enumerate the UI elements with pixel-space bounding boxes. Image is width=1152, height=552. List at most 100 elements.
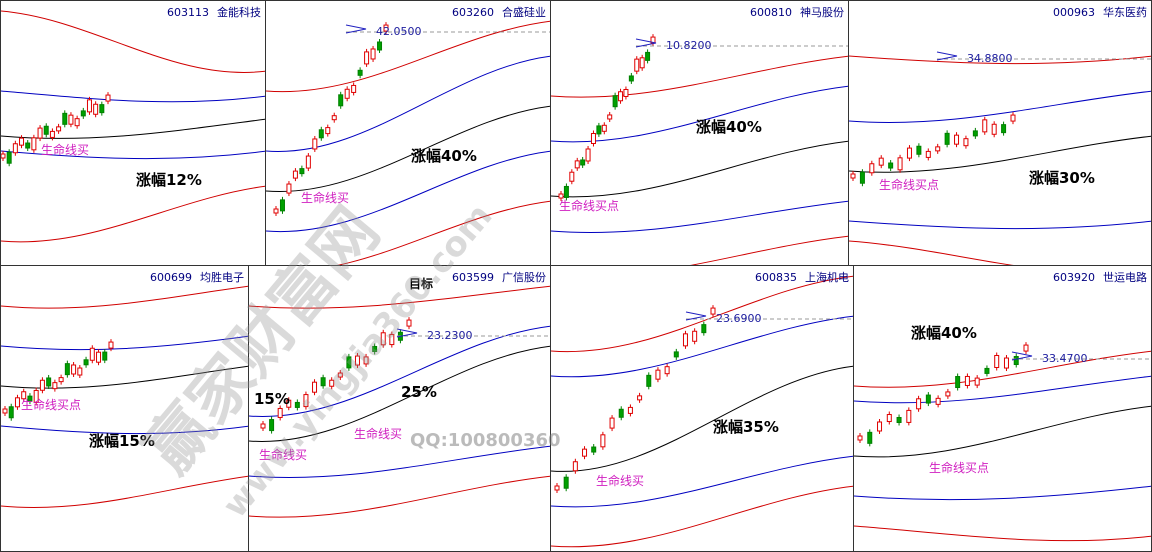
candle	[43, 125, 49, 135]
panel-header: 603113 金能科技	[159, 4, 261, 20]
candle	[645, 51, 651, 61]
candle	[867, 431, 873, 444]
panel-header: 600699 均胜电子	[142, 269, 244, 285]
panel-header: 603599 广信股份	[444, 269, 546, 285]
candle	[292, 170, 298, 179]
candle	[320, 377, 326, 387]
stock-code: 600810	[750, 6, 792, 19]
candle	[964, 375, 970, 386]
band-line	[854, 525, 1151, 542]
candle	[377, 41, 383, 51]
panel-header: 603260 合盛硅业	[444, 4, 546, 20]
band-line	[849, 90, 1151, 123]
band-line	[849, 55, 1151, 65]
band-line	[849, 220, 1151, 230]
band-line	[1, 285, 248, 309]
gain-note: 涨幅15%	[89, 432, 155, 450]
candle	[984, 367, 990, 374]
candle	[888, 162, 894, 169]
candle	[897, 157, 903, 171]
candle	[305, 155, 311, 169]
candle	[93, 103, 99, 115]
price-pointer	[396, 328, 418, 338]
candle	[406, 319, 412, 327]
candle	[627, 406, 633, 414]
buy-point-note: 生命线买	[301, 191, 350, 205]
candle	[623, 88, 629, 97]
candle	[682, 333, 688, 347]
candle	[39, 379, 45, 391]
candle	[299, 168, 305, 175]
candle	[74, 118, 80, 127]
band-line	[249, 445, 550, 478]
candle	[312, 138, 318, 150]
candle	[108, 341, 114, 349]
candle	[6, 151, 12, 164]
candle	[655, 369, 661, 380]
band-line	[849, 135, 1151, 173]
band-line	[551, 315, 853, 378]
candle	[19, 137, 25, 146]
band-line	[854, 485, 1151, 501]
candle	[1001, 124, 1007, 134]
price-label: 33.4700	[1042, 352, 1088, 365]
buy-point-note: 生命线买	[354, 427, 403, 441]
gain-note: 涨幅40%	[411, 147, 477, 165]
candle	[27, 395, 33, 402]
candle	[294, 401, 300, 408]
band-line	[1, 335, 248, 351]
buy-point-note: 生命线买	[41, 143, 90, 157]
gain-note: 目标	[409, 277, 434, 291]
candle	[86, 99, 92, 113]
stock-code: 600835	[755, 271, 797, 284]
price-label: 34.8800	[967, 52, 1013, 65]
panel-header: 600835 上海机电	[747, 269, 849, 285]
band-line	[249, 345, 550, 442]
candle	[596, 125, 602, 135]
candle	[383, 24, 389, 32]
stock-name: 神马股份	[800, 6, 844, 19]
band-line	[1, 10, 265, 73]
candle	[12, 143, 18, 154]
gain-note: 25%	[401, 383, 437, 401]
price-label: 42.0500	[376, 25, 422, 38]
candle	[1010, 114, 1016, 122]
gain-note: 涨幅35%	[713, 418, 779, 436]
candle	[354, 355, 360, 366]
band-line	[266, 55, 550, 152]
band-line	[266, 20, 550, 93]
band-line	[854, 350, 1151, 388]
candle	[925, 394, 931, 404]
candle	[102, 351, 108, 361]
band-line	[551, 200, 848, 233]
candle	[1, 153, 6, 159]
price-plot	[1, 10, 265, 243]
candle	[916, 145, 922, 155]
candle	[569, 171, 575, 182]
price-plot	[854, 342, 1151, 542]
candle	[925, 150, 931, 158]
candle	[582, 448, 588, 457]
candle	[650, 36, 656, 44]
candle	[955, 376, 961, 389]
candle	[337, 372, 343, 378]
candle	[351, 84, 357, 93]
candle	[389, 334, 395, 346]
candle	[664, 366, 670, 375]
stock-name: 金能科技	[217, 6, 261, 19]
candle	[563, 476, 569, 489]
candle	[1013, 356, 1019, 366]
candle	[364, 51, 370, 65]
price-plot	[249, 285, 550, 518]
candle	[68, 114, 74, 125]
candle	[31, 137, 37, 151]
candle	[963, 138, 969, 147]
candle	[286, 183, 292, 194]
candle	[273, 208, 279, 214]
candle	[99, 104, 105, 114]
candle	[52, 382, 58, 390]
price-label: 23.6900	[716, 312, 762, 325]
band-line	[249, 285, 550, 309]
buy-point-note: 生命线买点	[559, 199, 620, 213]
candle	[972, 130, 978, 137]
